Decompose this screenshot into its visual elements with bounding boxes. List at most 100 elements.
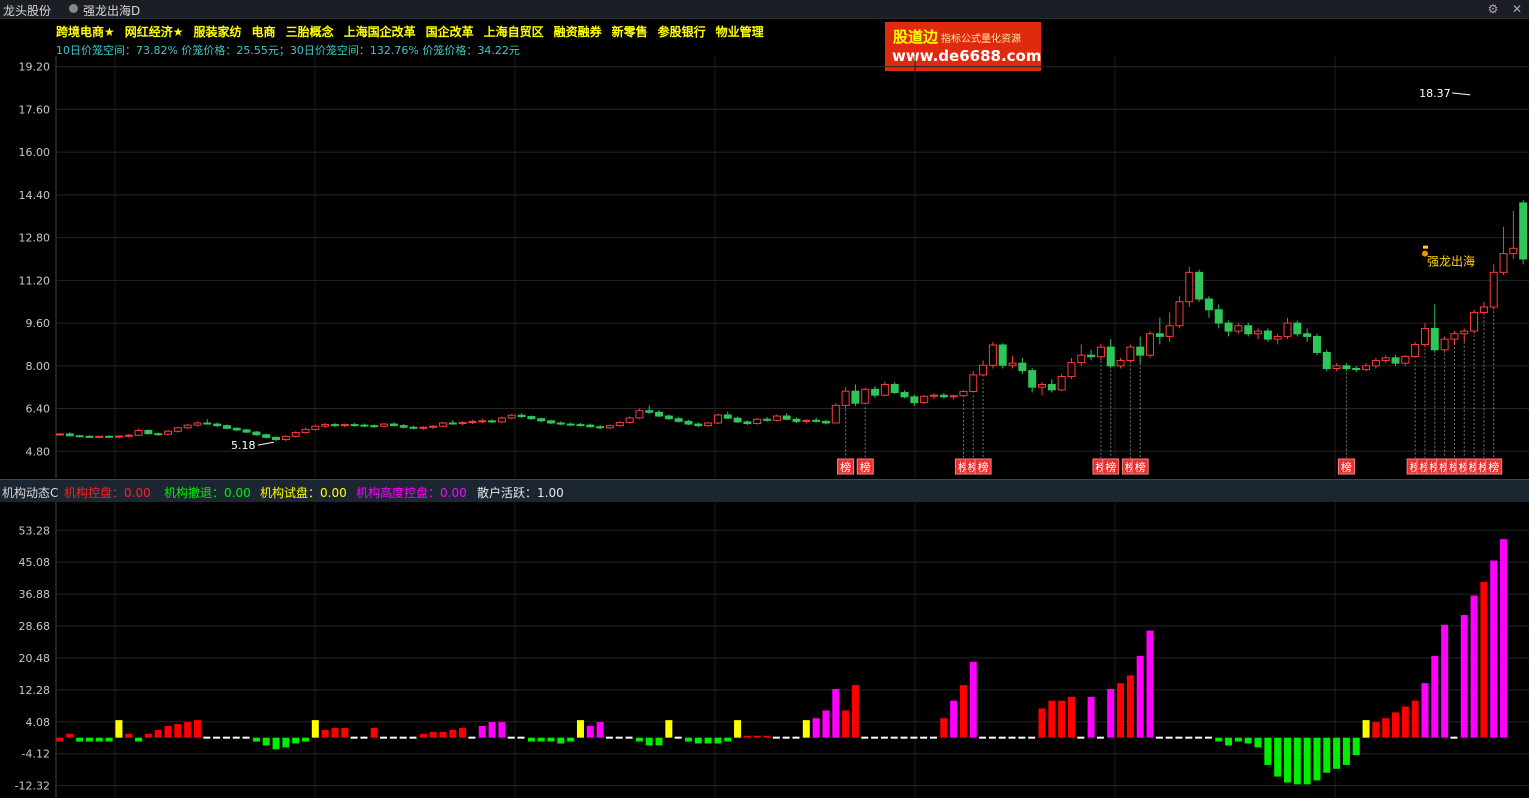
candle-body (95, 435, 104, 438)
indicator-bar (684, 737, 692, 742)
concept-tag[interactable]: 物业管理 (715, 25, 764, 39)
indicator-bar (292, 737, 300, 744)
indicator-bar (56, 737, 64, 742)
list-marker-label: 榜 (1105, 460, 1116, 474)
indicator-bar (115, 720, 123, 738)
concept-tag[interactable]: 参股银行 (657, 25, 706, 39)
candle-body (1204, 298, 1213, 311)
candle-body (615, 421, 624, 427)
candle-body (281, 435, 290, 441)
concept-tag[interactable]: 跨境电商★ (56, 25, 115, 39)
indicator-bar (1264, 737, 1272, 765)
indicator-legend-item: 机构高度控盘：0.00 (356, 486, 467, 500)
price-tick-label: 17.60 (19, 103, 51, 116)
indicator-legend-item: 机构试盘：0.00 (260, 486, 347, 500)
indicator-bar (557, 737, 565, 744)
candle-body (478, 420, 487, 423)
concept-tag[interactable]: 新零售 (611, 25, 648, 39)
indicator-bar (851, 685, 859, 738)
candle-body (890, 384, 899, 394)
candle-body (114, 435, 123, 438)
candle-body (792, 418, 801, 422)
concept-tag[interactable]: 上海国企改革 (343, 25, 416, 39)
indicator-bar (302, 737, 309, 742)
candle-body (920, 395, 929, 404)
candle-body (1077, 354, 1086, 364)
candle-body (998, 344, 1007, 366)
indicator-bar (959, 685, 967, 738)
candle-body (743, 421, 752, 425)
concept-tag[interactable]: 三胎概念 (285, 25, 334, 39)
candle-body (1362, 365, 1371, 371)
formula-tab-title[interactable]: 强龙出海D (83, 4, 141, 18)
candle-body (812, 419, 821, 422)
concept-tag[interactable]: 电商 (251, 25, 276, 39)
list-marker-label: 榜 (968, 460, 979, 474)
indicator-bar (547, 737, 555, 742)
candle-body (154, 433, 163, 436)
indicator-bar (586, 725, 594, 738)
candle-body (340, 424, 349, 427)
price-tick-label: 12.80 (19, 232, 51, 245)
indicator-bar (537, 737, 545, 742)
indicator-title: 机构动态C (2, 486, 59, 500)
indicator-bar (950, 700, 958, 738)
watermark-logo: 股道边 指标公式量化资源 www.de6688.com (885, 22, 1042, 71)
candle-body (625, 417, 634, 423)
concept-tag[interactable]: 国企改革 (425, 25, 474, 39)
indicator-bar (1067, 696, 1075, 738)
indicator-bar (1303, 737, 1311, 785)
concept-tag[interactable]: 网红经济★ (124, 25, 184, 39)
concept-tag[interactable]: 上海自贸区 (483, 25, 544, 39)
close-icon[interactable]: ✕ (1511, 2, 1523, 16)
logo-url-text: www.de6688.com (892, 47, 1042, 65)
indicator-tick-label: 4.08 (26, 716, 51, 729)
indicator-bar (154, 729, 162, 738)
indicator-bar (1342, 737, 1350, 765)
signal-dot (1421, 250, 1428, 257)
candle-body (586, 424, 595, 428)
list-marker-label: 榜 (1135, 460, 1146, 474)
indicator-bar (1421, 683, 1429, 738)
candle-body (1126, 346, 1135, 361)
indicator-bar (527, 737, 535, 742)
candle-body (635, 410, 644, 419)
candle-body (144, 429, 153, 435)
candle-body (330, 424, 339, 427)
indicator-bar (1470, 595, 1478, 738)
candle-body (861, 388, 870, 404)
candle-body (1470, 311, 1479, 332)
indicator-bar (704, 737, 712, 744)
price-tick-label: 16.00 (19, 146, 51, 159)
indicator-bar (252, 737, 260, 742)
candle-body (782, 415, 791, 420)
indicator-bar (459, 727, 467, 738)
list-marker-label: 榜 (1488, 460, 1499, 474)
indicator-bar (419, 733, 427, 738)
settings-icon[interactable]: ⚙ (1487, 2, 1499, 16)
candle-body (1499, 253, 1508, 273)
indicator-bar (1323, 737, 1331, 773)
candle-body (468, 420, 477, 423)
candle-body (370, 425, 379, 428)
candle-body (124, 434, 133, 437)
indicator-bar (1352, 737, 1360, 756)
candle-body (723, 414, 732, 419)
concept-tag[interactable]: 融资融券 (553, 25, 602, 39)
concept-tag[interactable]: 服装家纺 (193, 25, 242, 39)
candle-body (1420, 327, 1429, 345)
indicator-bar (1490, 560, 1498, 738)
indicator-bar (282, 737, 290, 748)
candle-body (134, 429, 143, 436)
candle-body (1254, 330, 1263, 335)
high-price-arrow (1452, 92, 1471, 96)
indicator-tick-label: 20.48 (19, 652, 51, 665)
candle-body (438, 422, 447, 427)
candle-body (1273, 335, 1282, 340)
price-tick-label: 6.40 (26, 403, 51, 416)
candle-body (871, 388, 880, 396)
candle-body (301, 428, 310, 434)
candle-body (537, 418, 546, 422)
candle-body (1519, 202, 1528, 260)
